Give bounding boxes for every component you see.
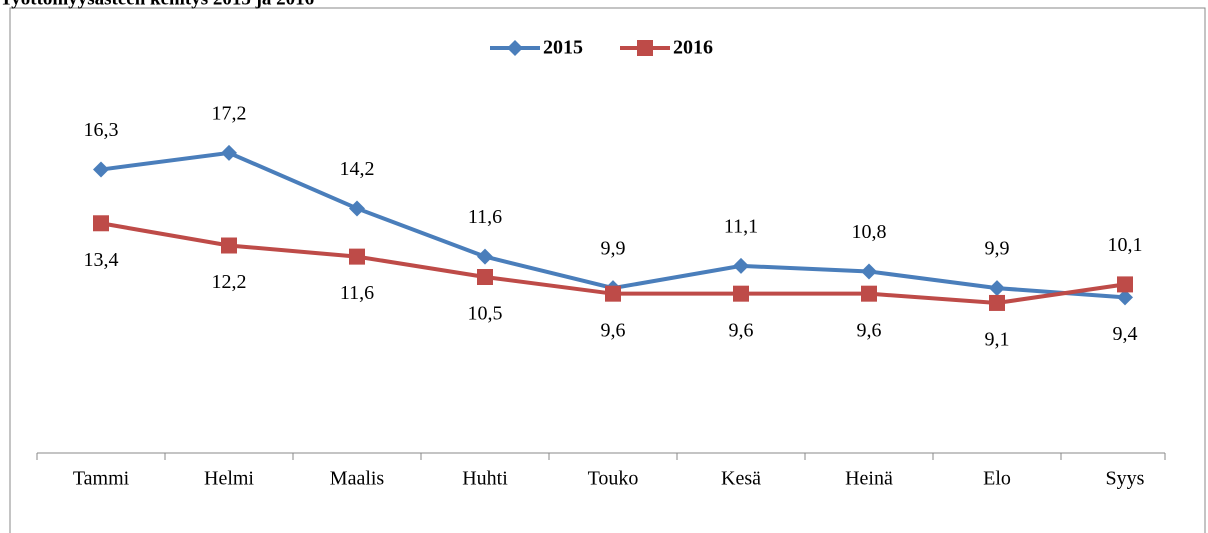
x-tick-label: Helmi (204, 468, 254, 490)
marker (1117, 276, 1133, 293)
marker (477, 248, 493, 265)
x-tick-label: Touko (588, 468, 639, 490)
legend-label: 2015 (543, 37, 583, 59)
marker (605, 285, 621, 302)
x-tick-label: Kesä (721, 468, 761, 490)
data-label: 10,1 (1108, 234, 1143, 256)
data-label: 17,2 (212, 102, 247, 124)
marker (637, 40, 653, 56)
marker (349, 200, 365, 217)
legend-label: 2016 (673, 37, 713, 59)
data-label: 9,4 (1113, 323, 1138, 345)
data-label: 11,6 (468, 206, 502, 228)
x-tick-label: Heinä (845, 468, 893, 490)
data-label: 9,6 (601, 319, 626, 341)
marker (477, 269, 493, 285)
marker (507, 40, 523, 56)
marker (221, 237, 237, 254)
data-label: 11,1 (724, 215, 758, 237)
marker (349, 248, 365, 265)
marker (989, 280, 1005, 297)
data-label: 9,1 (985, 329, 1010, 351)
chart-title: Työttömyysasteen kehitys 2015 ja 2016 (0, 0, 314, 9)
marker (861, 263, 877, 280)
marker (861, 285, 877, 302)
marker (93, 215, 109, 232)
data-label: 9,6 (857, 319, 882, 341)
x-tick-label: Syys (1106, 468, 1145, 490)
marker (93, 161, 109, 178)
x-tick-label: Elo (983, 468, 1011, 490)
x-tick-label: Tammi (73, 468, 130, 490)
marker (1117, 289, 1133, 306)
marker (989, 294, 1005, 311)
data-label: 10,8 (852, 221, 887, 243)
data-label: 9,6 (729, 319, 754, 341)
data-label: 11,6 (340, 282, 374, 304)
chart-border (9, 7, 1206, 533)
data-label: 9,9 (985, 238, 1010, 260)
data-label: 10,5 (468, 303, 503, 325)
x-tick-label: Maalis (330, 468, 385, 490)
data-label: 9,9 (601, 238, 626, 260)
data-label: 14,2 (340, 158, 375, 180)
marker (733, 257, 749, 274)
marker (733, 285, 749, 302)
marker (221, 144, 237, 161)
data-label: 13,4 (84, 249, 119, 271)
x-tick-label: Huhti (462, 468, 508, 490)
data-label: 12,2 (212, 271, 247, 293)
data-label: 16,3 (84, 119, 119, 141)
